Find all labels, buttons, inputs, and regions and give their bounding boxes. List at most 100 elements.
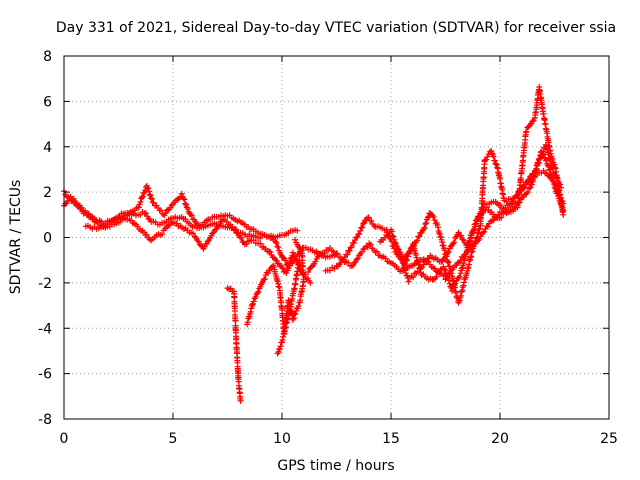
data-point — [364, 244, 371, 251]
data-point — [275, 243, 282, 250]
data-point — [394, 245, 401, 252]
data-point — [293, 239, 300, 246]
chart-title: Day 331 of 2021, Sidereal Day-to-day VTE… — [56, 20, 616, 36]
data-point — [149, 199, 156, 206]
data-point — [135, 204, 142, 211]
data-point — [530, 177, 537, 184]
data-point — [444, 250, 451, 257]
data-point — [139, 194, 146, 201]
data-point — [291, 311, 298, 318]
data-point — [411, 247, 418, 254]
data-point — [560, 211, 567, 218]
data-point — [474, 234, 481, 241]
data-points — [61, 84, 567, 404]
data-point — [308, 263, 315, 270]
data-point — [536, 156, 543, 163]
data-point — [554, 175, 561, 182]
data-point — [442, 270, 449, 277]
y-tick-label: -4 — [38, 321, 52, 337]
data-point — [414, 237, 421, 244]
data-point — [404, 251, 411, 258]
data-point — [145, 215, 152, 222]
data-point — [353, 234, 360, 241]
data-point — [533, 166, 540, 173]
data-point — [209, 230, 216, 237]
data-point — [198, 242, 205, 249]
data-point — [237, 397, 244, 404]
data-point — [450, 240, 457, 247]
data-point — [553, 174, 560, 181]
data-point — [430, 276, 437, 283]
data-point — [529, 118, 536, 125]
data-point — [406, 248, 413, 255]
data-point — [455, 275, 462, 282]
data-point — [285, 262, 292, 269]
data-point — [194, 237, 201, 244]
data-point — [490, 217, 497, 224]
data-point — [421, 224, 428, 231]
data-point — [312, 258, 319, 265]
data-point — [549, 165, 556, 172]
x-tick-label: 20 — [491, 431, 509, 447]
y-tick-label: 6 — [43, 94, 52, 110]
data-point — [203, 241, 210, 248]
data-point — [305, 268, 312, 275]
data-point — [232, 226, 239, 233]
data-point — [257, 240, 264, 247]
data-point — [460, 237, 467, 244]
data-point — [267, 249, 274, 256]
data-point — [191, 233, 198, 240]
data-point — [528, 181, 535, 188]
data-point — [116, 219, 123, 226]
data-point — [346, 247, 353, 254]
data-point — [334, 250, 341, 257]
data-point — [321, 250, 328, 257]
data-point — [414, 257, 421, 264]
data-point — [441, 247, 448, 254]
data-point — [354, 255, 361, 262]
data-point — [296, 257, 303, 264]
data-point — [390, 233, 397, 240]
data-point — [516, 199, 523, 206]
data-point — [148, 195, 155, 202]
data-point — [524, 189, 531, 196]
data-point — [62, 200, 69, 207]
data-point — [483, 156, 490, 163]
data-point — [178, 190, 185, 197]
data-point — [498, 214, 505, 221]
data-point — [142, 210, 149, 217]
data-point — [535, 159, 542, 166]
data-point — [423, 259, 430, 266]
data-point — [445, 259, 452, 266]
data-point — [189, 230, 196, 237]
data-point — [326, 267, 333, 274]
data-point — [449, 287, 456, 294]
data-point — [337, 259, 344, 266]
data-point — [204, 238, 211, 245]
data-point — [187, 211, 194, 218]
data-point — [540, 148, 547, 155]
data-point — [367, 241, 374, 248]
data-point — [405, 278, 412, 285]
x-tick-label: 25 — [600, 431, 618, 447]
data-point — [475, 229, 482, 236]
data-point — [410, 274, 417, 281]
data-point — [291, 253, 298, 260]
data-point — [216, 221, 223, 228]
data-point — [503, 209, 510, 216]
data-point — [254, 290, 261, 297]
data-point — [467, 237, 474, 244]
data-point — [456, 273, 463, 280]
data-point — [530, 174, 537, 181]
data-point — [148, 196, 155, 203]
data-point — [350, 239, 357, 246]
data-point — [356, 230, 363, 237]
x-tick-label: 0 — [60, 431, 69, 447]
y-tick-label: -8 — [38, 412, 52, 428]
grid — [64, 56, 609, 419]
data-point — [392, 240, 399, 247]
data-point — [162, 210, 169, 217]
data-point — [292, 310, 299, 317]
data-point — [348, 263, 355, 270]
